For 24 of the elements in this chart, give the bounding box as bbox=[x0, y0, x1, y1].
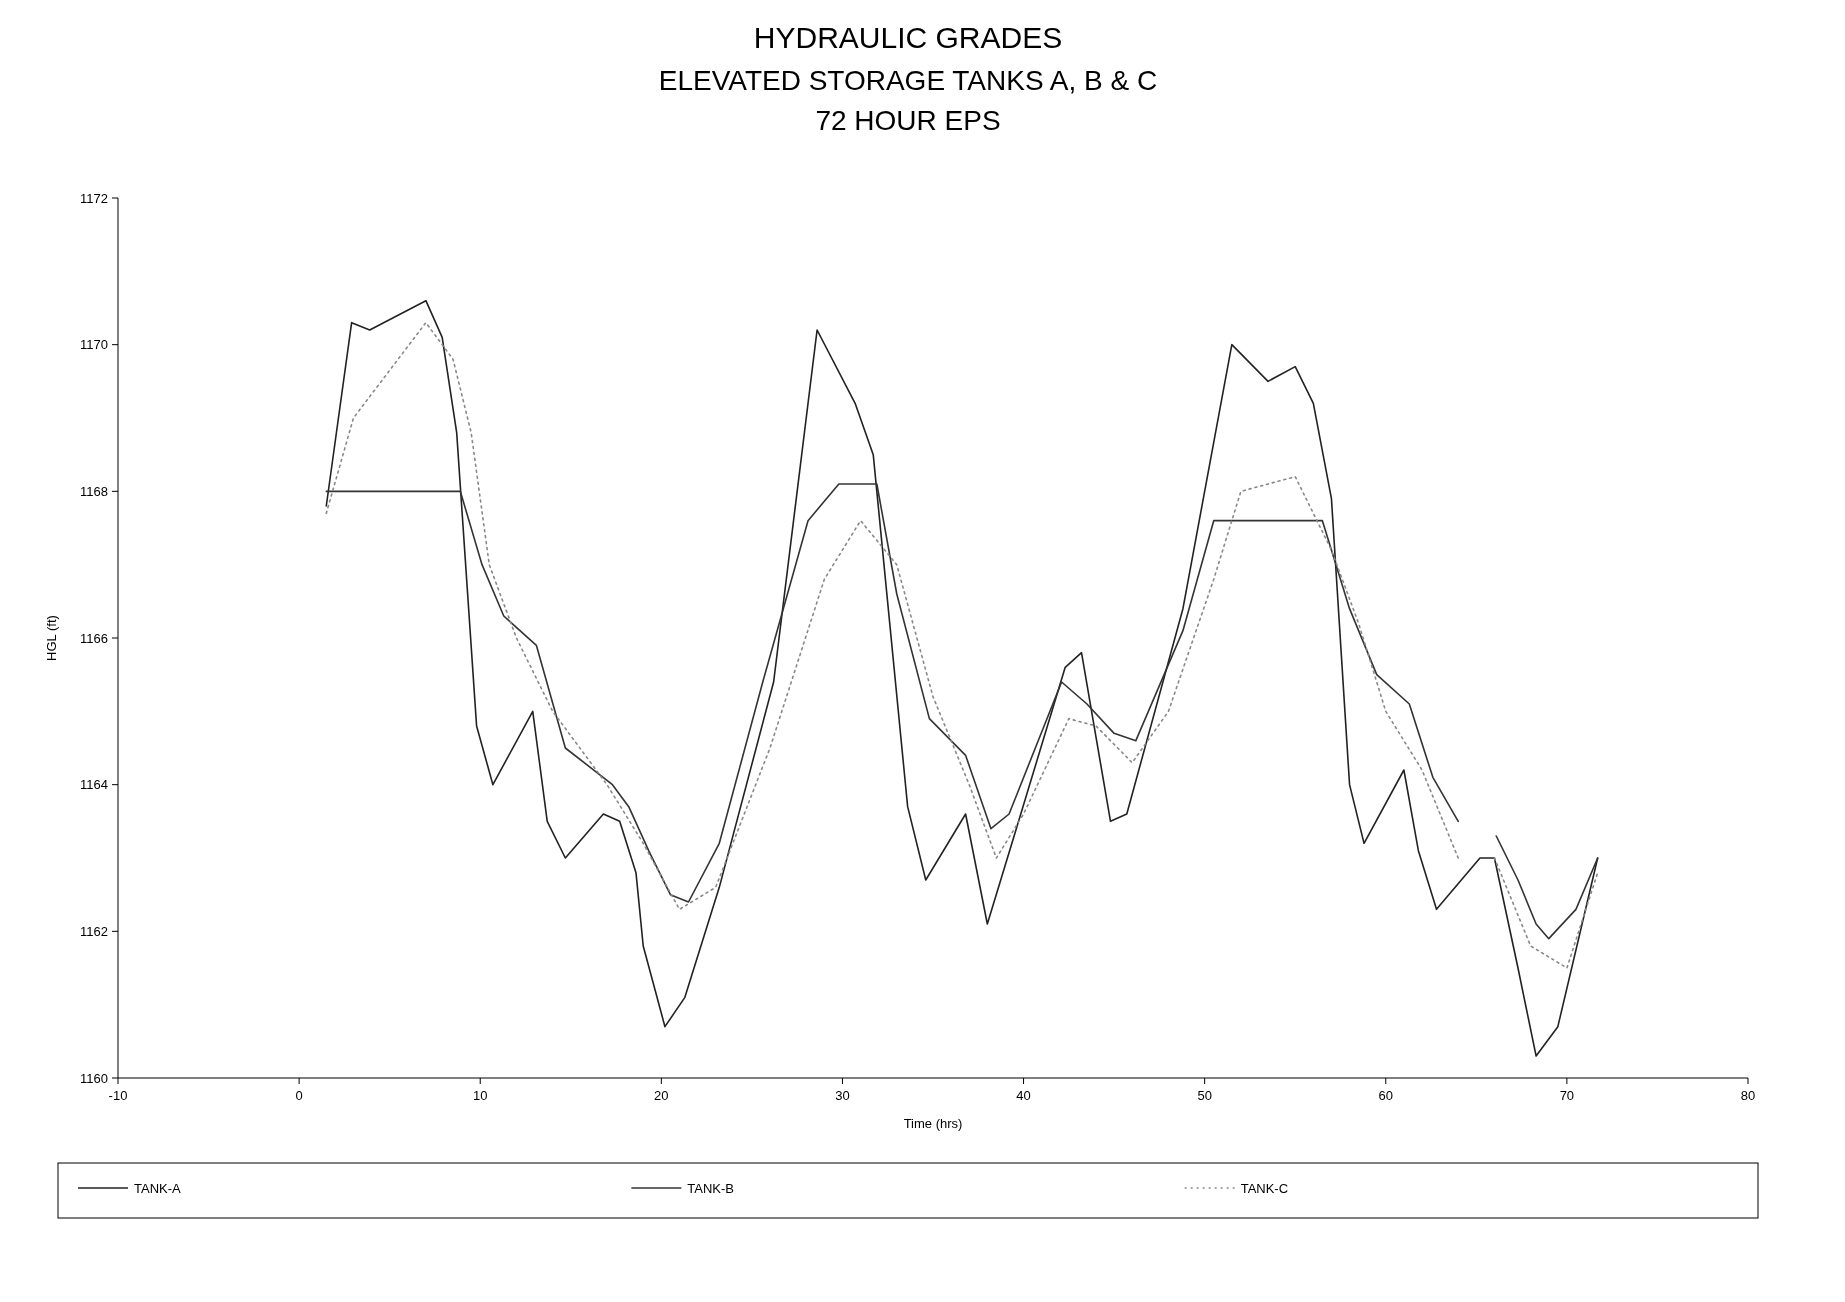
y-tick-label: 1170 bbox=[80, 337, 108, 353]
y-tick-label: 1160 bbox=[80, 1070, 108, 1086]
x-tick-label: -10 bbox=[108, 1088, 128, 1103]
x-tick-label: 40 bbox=[1016, 1088, 1031, 1103]
y-axis-title: HGL (ft) bbox=[44, 615, 59, 661]
chart-title: HYDRAULIC GRADES bbox=[753, 21, 1063, 54]
x-tick-label: 70 bbox=[1559, 1088, 1575, 1103]
x-tick-label: 50 bbox=[1197, 1088, 1212, 1103]
legend-label: TANK-A bbox=[134, 1180, 182, 1196]
x-axis-title: Time (hrs) bbox=[903, 1116, 963, 1131]
y-tick-label: 1172 bbox=[80, 190, 108, 206]
y-tick-label: 1168 bbox=[80, 483, 108, 499]
x-tick-label: 60 bbox=[1378, 1088, 1394, 1103]
legend-label: TANK-B bbox=[687, 1180, 735, 1196]
x-tick-label: 0 bbox=[295, 1088, 303, 1103]
chart-subtitle: ELEVATED STORAGE TANKS A, B & C 72 HOUR EPS bbox=[658, 65, 1158, 136]
x-tick-label: 30 bbox=[835, 1088, 850, 1103]
x-tick-label: 80 bbox=[1740, 1088, 1756, 1103]
y-tick-label: 1166 bbox=[80, 630, 108, 646]
y-tick-label: 1162 bbox=[80, 923, 108, 939]
x-tick-label: 20 bbox=[654, 1088, 669, 1103]
y-tick-label: 1164 bbox=[80, 777, 108, 793]
legend-label: TANK-C bbox=[1240, 1180, 1289, 1196]
x-tick-label: 10 bbox=[472, 1088, 488, 1103]
